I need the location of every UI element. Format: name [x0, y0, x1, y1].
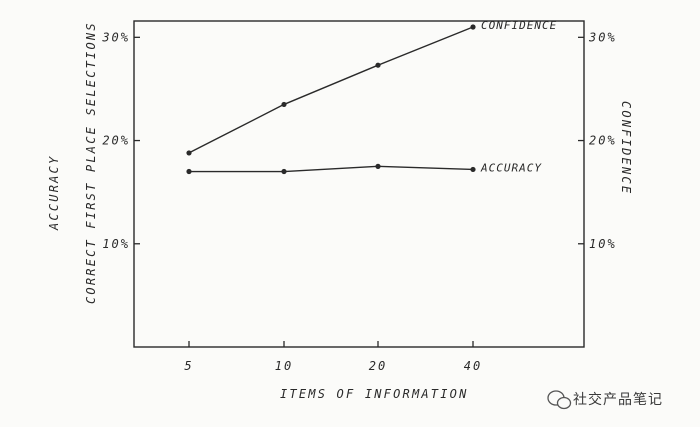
series-label-confidence: CONFIDENCE	[481, 19, 557, 32]
y-axis-title-right: CONFIDENCE	[619, 101, 633, 195]
x-axis-title: ITEMS OF INFORMATION	[280, 387, 469, 401]
data-point-accuracy	[375, 163, 381, 169]
ticks-layer: 5 10 20 40 10% 20% 30% 10% 20% 30%	[101, 30, 617, 373]
series-label-accuracy: ACCURACY	[480, 161, 542, 174]
wechat-icon	[547, 390, 572, 410]
y-tick-label-left: 20%	[102, 134, 130, 148]
y-tick-label-left: 10%	[102, 237, 130, 251]
y-tick-label-right: 20%	[589, 134, 617, 148]
data-point-confidence	[281, 101, 287, 108]
x-tick-label: 20	[369, 359, 387, 373]
series-line-accuracy	[189, 165, 474, 173]
y-tick-label-right: 10%	[589, 237, 617, 251]
x-tick-label: 40	[464, 359, 482, 373]
data-point-confidence	[470, 24, 476, 30]
data-point-confidence	[186, 150, 192, 156]
watermark: 社交产品笔记	[547, 390, 663, 410]
y-tick-label-right: 30%	[588, 30, 617, 44]
series-line-confidence	[188, 26, 474, 154]
x-tick-label: 10	[275, 359, 293, 373]
watermark-text: 社交产品笔记	[573, 391, 663, 408]
series-layer: CONFIDENCE ACCURACY	[186, 19, 557, 175]
y-axis-title-left: ACCURACY	[47, 155, 61, 231]
data-point-accuracy	[281, 168, 287, 175]
plot-frame	[133, 20, 585, 348]
data-point-confidence	[375, 62, 381, 68]
y-axis-subtitle-left: CORRECT FIRST PLACE SELECTIONS	[84, 21, 98, 304]
x-tick-label: 5	[184, 359, 193, 373]
data-point-accuracy	[186, 168, 192, 175]
y-tick-label-left: 30%	[101, 30, 130, 44]
data-point-accuracy	[470, 166, 476, 173]
